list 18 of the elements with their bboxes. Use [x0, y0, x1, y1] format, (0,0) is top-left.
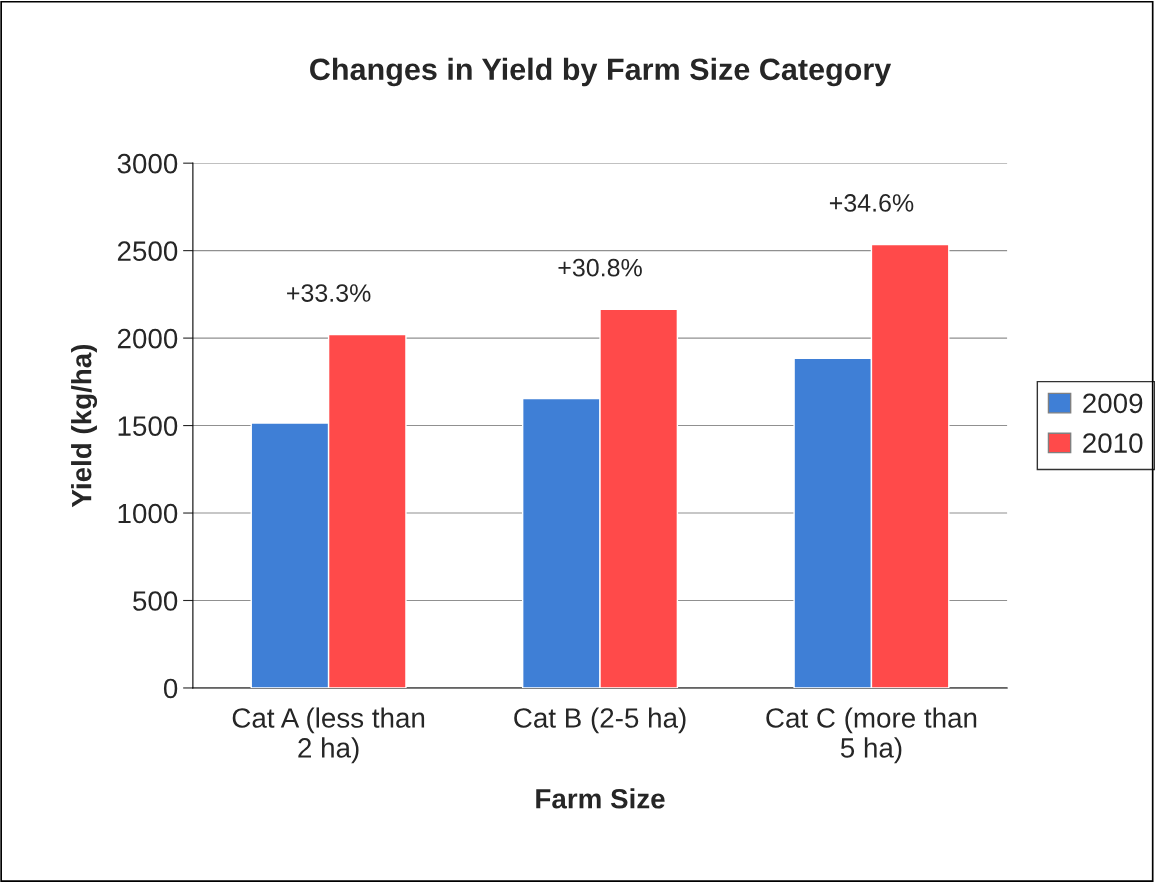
y-tick-label: 0: [163, 678, 178, 699]
x-tick-label: Cat A (less than 2 ha): [232, 707, 425, 764]
x-axis-title: Farm Size: [536, 788, 665, 809]
y-tick-label: 2500: [117, 241, 178, 261]
y-axis-title: Yield (kg/ha): [71, 344, 98, 508]
y-tick-label: 3000: [117, 153, 178, 174]
y-tick-label: 2000: [117, 328, 178, 349]
annotation: +30.8%: [558, 258, 642, 277]
x-tick-label: Cat C (more than 5 ha): [766, 707, 977, 764]
legend-label: 2010: [1083, 433, 1143, 453]
annotation: +33.3%: [287, 284, 371, 302]
chart-title: Changes in Yield by Farm Size Category: [310, 57, 892, 87]
y-tick-label: 1500: [118, 416, 178, 436]
y-tick-label: 500: [133, 591, 178, 611]
legend-label: 2009: [1083, 393, 1143, 414]
x-tick-label: Cat B (2-5 ha): [514, 707, 686, 734]
y-tick-label: 1000: [118, 503, 178, 524]
annotation: +34.6%: [829, 194, 914, 212]
